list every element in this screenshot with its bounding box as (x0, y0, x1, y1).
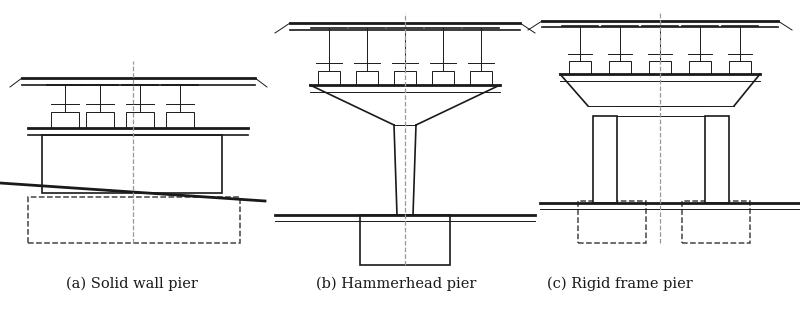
Bar (28, 197, 240, 243)
Bar (682, 201, 750, 243)
Text: (a) Solid wall pier: (a) Solid wall pier (66, 276, 198, 291)
Bar (356, 71, 378, 85)
Bar (126, 112, 154, 128)
Text: (b) Hammerhead pier: (b) Hammerhead pier (316, 276, 476, 291)
Bar (360, 215, 450, 265)
Bar (569, 61, 591, 74)
Bar (432, 71, 454, 85)
Bar (689, 61, 711, 74)
Bar (42, 135, 222, 193)
Bar (705, 116, 729, 203)
Bar (649, 61, 671, 74)
Bar (729, 61, 751, 74)
Bar (51, 112, 79, 128)
Bar (593, 116, 617, 203)
Bar (166, 112, 194, 128)
Bar (470, 71, 492, 85)
Bar (394, 71, 416, 85)
Bar (578, 201, 646, 243)
Text: (c) Rigid frame pier: (c) Rigid frame pier (547, 276, 693, 291)
Bar (318, 71, 340, 85)
Bar (609, 61, 631, 74)
Bar (86, 112, 114, 128)
